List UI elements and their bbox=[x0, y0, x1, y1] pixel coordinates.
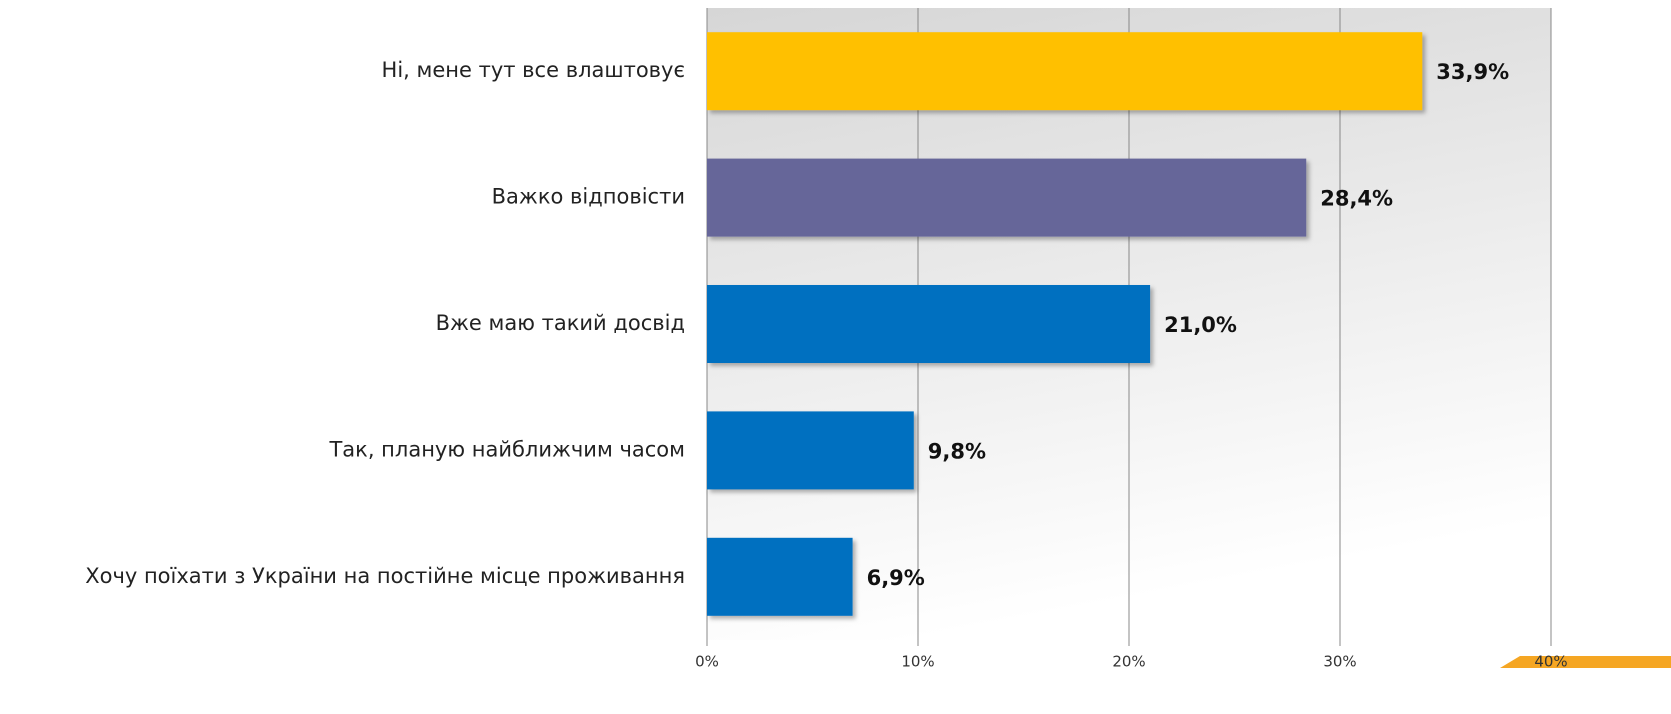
category-label: Ні, мене тут все влаштовує bbox=[382, 58, 685, 82]
x-tick-label: 20% bbox=[1112, 653, 1145, 671]
bar bbox=[707, 32, 1423, 111]
category-label: Вже маю такий досвід bbox=[436, 311, 685, 335]
category-label: Хочу поїхати з України на постійне місце… bbox=[85, 564, 685, 588]
bar bbox=[707, 285, 1151, 363]
value-label: 28,4% bbox=[1320, 187, 1393, 211]
value-label: 6,9% bbox=[867, 566, 925, 590]
value-label: 9,8% bbox=[928, 439, 986, 463]
x-tick-label: 40% bbox=[1534, 653, 1567, 671]
x-tick-label: 0% bbox=[695, 653, 719, 671]
x-tick-label: 30% bbox=[1323, 653, 1356, 671]
value-label: 33,9% bbox=[1436, 60, 1509, 84]
bar bbox=[707, 411, 914, 490]
corner-decoration bbox=[1500, 656, 1671, 668]
bar bbox=[707, 158, 1307, 237]
x-tick-label: 10% bbox=[901, 653, 934, 671]
bar bbox=[707, 537, 853, 616]
category-label: Так, планую найближчим часом bbox=[328, 437, 685, 461]
value-label: 21,0% bbox=[1164, 313, 1237, 337]
category-label: Важко відповісти bbox=[492, 185, 685, 209]
